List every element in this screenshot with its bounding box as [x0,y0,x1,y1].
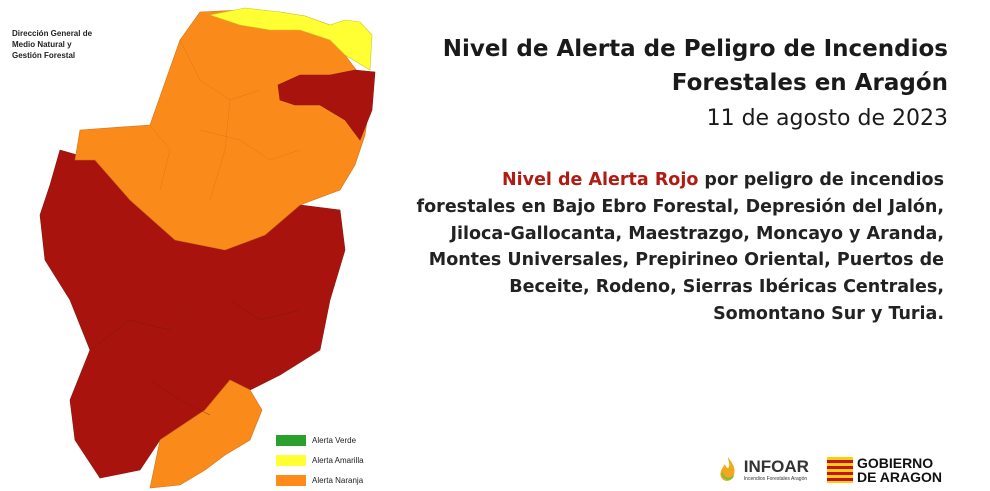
legend-swatch [276,434,306,446]
title-line-1: Nivel de Alerta de Peligro de Incendios [442,36,948,62]
flame-icon [720,457,735,481]
agency-label: Dirección General de Medio Natural y Ges… [12,28,132,61]
legend-label: Alerta Naranja [312,475,364,485]
legend-item-naranja: Alerta Naranja [276,470,426,490]
alert-highlight: Nivel de Alerta Rojo [502,170,699,190]
legend-item-amarilla: Alerta Amarilla [276,450,426,470]
agency-line: Gestión Forestal [12,51,76,60]
page-title: Nivel de Alerta de Peligro de Incendios … [443,32,948,136]
map-legend: Alerta Verde Alerta Amarilla Alerta Nara… [276,430,426,490]
gobierno-logo: GOBIERNO DE ARAGON [826,455,942,485]
agency-line: Dirección General de [12,29,93,38]
infoar-subtitle: Incendios Forestales Aragón [743,476,808,482]
aragon-flag-icon [826,457,853,483]
orange-zone-south [149,379,263,489]
agency-line: Medio Natural y [12,40,72,49]
legend-label: Alerta Amarilla [312,455,364,465]
legend-swatch [276,454,306,466]
infoar-name: INFOAR [743,457,809,476]
alert-message: Nivel de Alerta Rojo por peligro de ince… [404,167,944,328]
legend-label: Alerta Verde [312,435,357,445]
legend-swatch [276,474,306,486]
red-zone-north [277,69,376,141]
logos: INFOAR Incendios Forestales Aragón GOBIE… [716,452,942,488]
yellow-zone [208,7,373,71]
title-date: 11 de agosto de 2023 [706,106,948,131]
comarca-borders [149,39,301,201]
infoar-logo: INFOAR Incendios Forestales Aragón [716,455,809,485]
title-line-2: Forestales en Aragón [671,70,948,96]
alert-message-text: por peligro de incendios forestales en B… [416,170,944,324]
gobierno-line-2: DE ARAGON [856,469,942,485]
legend-item-verde: Alerta Verde [276,430,426,450]
gobierno-line-1: GOBIERNO [856,455,934,471]
aragon-alert-map [39,7,376,489]
